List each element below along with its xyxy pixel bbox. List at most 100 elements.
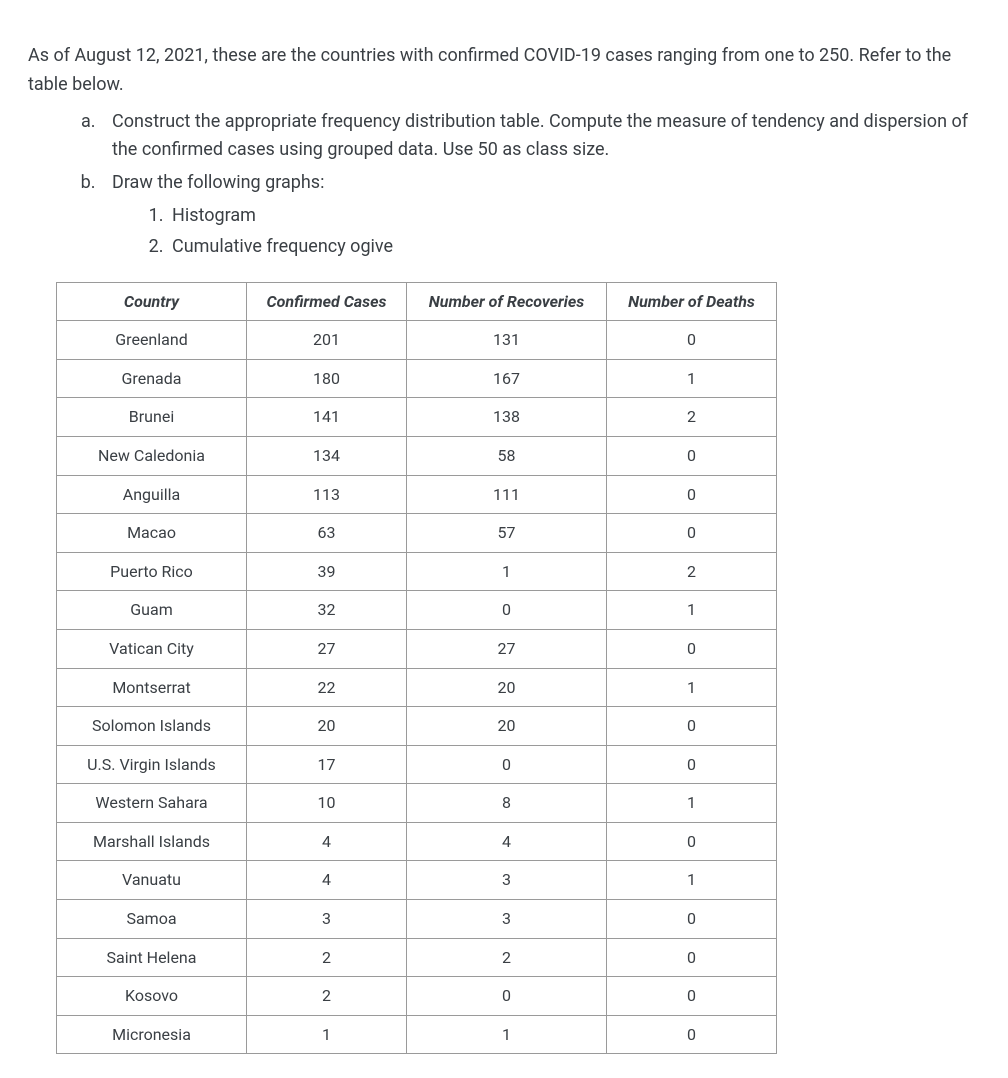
cell-value: 0 — [607, 436, 777, 475]
cell-value: 1 — [607, 359, 777, 398]
cell-value: 0 — [607, 1015, 777, 1054]
question-list: Construct the appropriate frequency dist… — [28, 108, 980, 262]
table-row: Grenada1801671 — [57, 359, 777, 398]
cell-value: 4 — [247, 822, 407, 861]
cell-value: 1 — [607, 861, 777, 900]
table-row: Vatican City27270 — [57, 629, 777, 668]
cell-value: 134 — [247, 436, 407, 475]
question-b-1: Histogram — [168, 202, 980, 231]
cell-value: 2 — [607, 552, 777, 591]
cell-country: Anguilla — [57, 475, 247, 514]
table-row: Solomon Islands20200 — [57, 707, 777, 746]
cell-value: 1 — [607, 668, 777, 707]
cell-value: 0 — [607, 514, 777, 553]
cell-value: 141 — [247, 398, 407, 437]
cell-value: 32 — [247, 591, 407, 630]
question-b-text: Draw the following graphs: — [112, 172, 324, 193]
cell-value: 1 — [407, 1015, 607, 1054]
cell-value: 27 — [247, 629, 407, 668]
col-recoveries: Number of Recoveries — [407, 282, 607, 321]
cell-value: 3 — [407, 861, 607, 900]
cell-value: 0 — [607, 475, 777, 514]
cell-value: 20 — [247, 707, 407, 746]
cell-country: Micronesia — [57, 1015, 247, 1054]
cell-value: 0 — [607, 900, 777, 939]
table-row: Anguilla1131110 — [57, 475, 777, 514]
cell-country: Montserrat — [57, 668, 247, 707]
cell-value: 1 — [607, 591, 777, 630]
cell-value: 20 — [407, 707, 607, 746]
table-row: Vanuatu431 — [57, 861, 777, 900]
cell-value: 1 — [607, 784, 777, 823]
cell-country: New Caledonia — [57, 436, 247, 475]
cell-value: 20 — [407, 668, 607, 707]
cell-value: 1 — [407, 552, 607, 591]
cell-value: 57 — [407, 514, 607, 553]
cell-country: Vanuatu — [57, 861, 247, 900]
table-row: Marshall Islands440 — [57, 822, 777, 861]
col-deaths: Number of Deaths — [607, 282, 777, 321]
cell-country: Brunei — [57, 398, 247, 437]
table-row: Guam3201 — [57, 591, 777, 630]
cell-value: 111 — [407, 475, 607, 514]
cell-value: 39 — [247, 552, 407, 591]
table-row: Puerto Rico3912 — [57, 552, 777, 591]
table-header-row: Country Confirmed Cases Number of Recove… — [57, 282, 777, 321]
cell-value: 63 — [247, 514, 407, 553]
cell-value: 0 — [607, 707, 777, 746]
table-row: Saint Helena220 — [57, 938, 777, 977]
question-a: Construct the appropriate frequency dist… — [100, 108, 980, 166]
cell-value: 8 — [407, 784, 607, 823]
question-b-sublist: Histogram Cumulative frequency ogive — [112, 202, 980, 262]
col-confirmed: Confirmed Cases — [247, 282, 407, 321]
cell-country: Saint Helena — [57, 938, 247, 977]
cell-country: Puerto Rico — [57, 552, 247, 591]
table-row: Montserrat22201 — [57, 668, 777, 707]
cell-value: 0 — [607, 629, 777, 668]
cell-value: 180 — [247, 359, 407, 398]
cell-value: 0 — [407, 591, 607, 630]
cell-value: 22 — [247, 668, 407, 707]
cell-value: 167 — [407, 359, 607, 398]
question-b-2: Cumulative frequency ogive — [168, 233, 980, 262]
covid-data-table: Country Confirmed Cases Number of Recove… — [56, 282, 777, 1055]
table-row: Macao63570 — [57, 514, 777, 553]
cell-country: Western Sahara — [57, 784, 247, 823]
cell-country: Vatican City — [57, 629, 247, 668]
cell-value: 201 — [247, 321, 407, 360]
table-row: Samoa330 — [57, 900, 777, 939]
cell-value: 3 — [407, 900, 607, 939]
cell-value: 17 — [247, 745, 407, 784]
cell-country: Grenada — [57, 359, 247, 398]
intro-text: As of August 12, 2021, these are the cou… — [28, 42, 980, 100]
cell-value: 0 — [607, 745, 777, 784]
table-row: Micronesia110 — [57, 1015, 777, 1054]
cell-country: U.S. Virgin Islands — [57, 745, 247, 784]
cell-value: 3 — [247, 900, 407, 939]
cell-value: 0 — [607, 938, 777, 977]
cell-value: 10 — [247, 784, 407, 823]
table-row: U.S. Virgin Islands1700 — [57, 745, 777, 784]
table-row: Greenland2011310 — [57, 321, 777, 360]
cell-value: 4 — [407, 822, 607, 861]
cell-value: 27 — [407, 629, 607, 668]
table-row: New Caledonia134580 — [57, 436, 777, 475]
cell-value: 58 — [407, 436, 607, 475]
cell-country: Solomon Islands — [57, 707, 247, 746]
cell-value: 4 — [247, 861, 407, 900]
table-row: Brunei1411382 — [57, 398, 777, 437]
table-row: Western Sahara1081 — [57, 784, 777, 823]
cell-country: Guam — [57, 591, 247, 630]
cell-value: 0 — [607, 321, 777, 360]
cell-country: Marshall Islands — [57, 822, 247, 861]
cell-value: 131 — [407, 321, 607, 360]
cell-country: Samoa — [57, 900, 247, 939]
cell-value: 0 — [407, 745, 607, 784]
col-country: Country — [57, 282, 247, 321]
question-b: Draw the following graphs: Histogram Cum… — [100, 169, 980, 261]
cell-value: 138 — [407, 398, 607, 437]
cell-value: 2 — [407, 938, 607, 977]
cell-value: 0 — [607, 822, 777, 861]
cell-value: 113 — [247, 475, 407, 514]
cell-value: 2 — [607, 398, 777, 437]
